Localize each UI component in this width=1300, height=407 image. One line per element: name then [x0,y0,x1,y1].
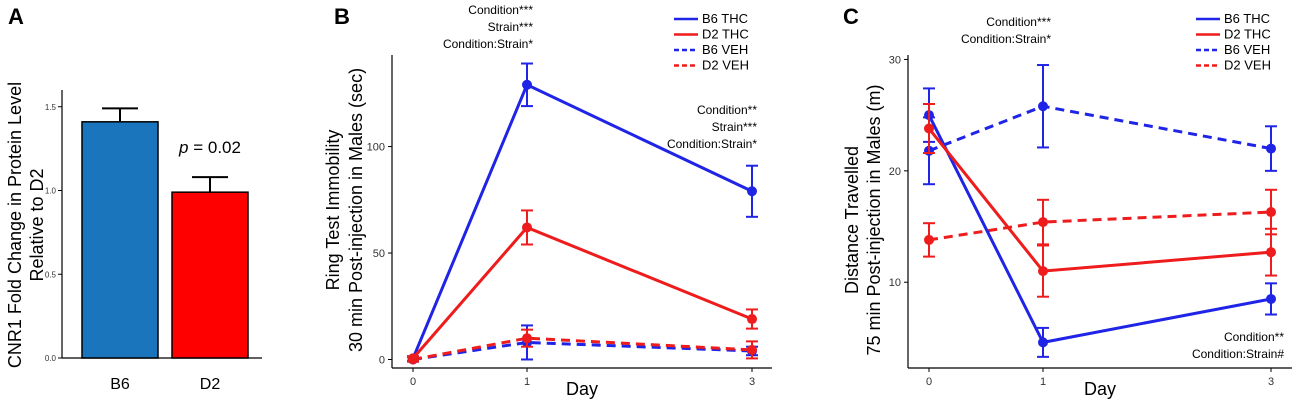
chart-b-stat-top: Condition*** [468,3,533,17]
chart-b-ytick-label: 50 [373,248,385,260]
chart-b-xtick-label: 3 [749,376,755,388]
chart-c-stat-top: Condition*** [986,15,1051,29]
chart-b-point-d2-veh [522,333,532,344]
chart-c-legend-label-b6-thc: B6 THC [1224,11,1270,26]
chart-b-legend-label-d2-thc: D2 THC [702,27,749,42]
chart-c-legend-label-d2-veh: D2 VEH [1224,58,1271,73]
chart-b-xlabel: Day [566,379,598,399]
chart-a-category-label: B6 [110,376,130,393]
chart-a-bar-b6 [81,121,159,359]
chart-b-xtick-label: 1 [524,376,530,388]
chart-b-point-d2-thc [747,314,757,325]
chart-b-legend-label-b6-thc: B6 THC [702,11,748,26]
chart-b-stat-right: Condition** [697,103,757,117]
chart-b-xtick-label: 0 [410,376,416,388]
chart-b-stat-right: Condition:Strain* [667,137,757,151]
chart-c-point-d2-thc [1038,266,1048,277]
chart-c-ytick-label: 20 [889,166,901,178]
chart-b-stat-top: Strain*** [488,20,534,34]
chart-a-ytick-label: 0.5 [45,270,57,279]
chart-c-point-b6-veh [1266,143,1276,154]
chart-b-point-b6-thc [522,79,532,90]
chart-b-point-b6-thc [747,186,757,197]
chart-c-ytick-label: 30 [889,54,901,66]
chart-b-ylabel-line2: 30 min Post-injection in Males (sec) [346,68,366,352]
chart-c-point-b6-thc [1038,337,1048,348]
chart-c-stat-bottom: Condition:Strain# [1192,347,1284,361]
chart-c-ytick-label: 10 [889,277,901,289]
chart-b: Ring Test Immobility 30 min Post-injecti… [323,3,772,399]
chart-b-line-d2-thc [411,225,753,360]
chart-a: CNR1 Fold Change in Protein Level Relati… [5,82,262,393]
chart-a-pvalue: p = 0.02 [178,138,241,157]
chart-c-xlabel: Day [1084,379,1116,399]
chart-c-ylabel-line1: Distance Travelled [842,146,862,294]
chart-c-legend-label-d2-thc: D2 THC [1224,27,1271,42]
chart-c-line-d2-veh [928,210,1272,242]
chart-c-xtick-label: 3 [1268,376,1274,388]
chart-c-point-d2-thc [1266,247,1276,258]
chart-c-xtick-label: 0 [926,376,932,388]
chart-c-xtick-label: 1 [1040,376,1046,388]
chart-c-line-b6-veh [928,104,1272,153]
chart-a-ytick-label: 1.0 [45,187,57,196]
chart-b-legend-label-b6-veh: B6 VEH [702,42,748,57]
chart-b-ytick-label: 100 [367,142,385,154]
chart-c-point-d2-veh [924,234,934,245]
chart-c-point-d2-veh [1266,207,1276,218]
chart-a-category-label: D2 [200,376,221,393]
chart-a-bar-d2 [171,191,249,359]
chart-c-point-b6-veh [1038,101,1048,112]
panel-label-a: A [8,4,24,29]
chart-c-point-b6-thc [1266,293,1276,304]
chart-c-ylabel-line2: 75 min Post-injection in Males (m) [864,84,884,355]
chart-b-ylabel-line1: Ring Test Immobility [323,130,343,291]
chart-c-line-d2-thc [927,127,1272,273]
chart-b-legend-label-d2-veh: D2 VEH [702,58,749,73]
chart-b-point-d2-thc [408,353,418,364]
chart-b-point-d2-thc [522,222,532,233]
chart-c-legend-label-b6-veh: B6 VEH [1224,42,1270,57]
chart-c-point-d2-thc [924,123,934,134]
chart-a-ytick-label: 0.0 [45,354,57,363]
chart-b-line-d2-veh [412,336,753,361]
chart-a-ytick-label: 1.5 [45,103,57,112]
chart-b-stat-top: Condition:Strain* [443,37,533,51]
chart-c: Distance Travelled 75 min Post-injection… [842,11,1292,399]
chart-b-stat-right: Strain*** [712,120,758,134]
chart-a-ylabel-line2: Relative to D2 [27,168,47,281]
chart-b-point-d2-veh [747,344,757,355]
chart-c-stat-bottom: Condition** [1224,330,1284,344]
panel-label-b: B [334,4,350,29]
chart-c-point-d2-veh [1038,217,1048,228]
chart-a-ylabel-line1: CNR1 Fold Change in Protein Level [5,82,25,368]
chart-b-line-b6-thc [411,82,753,359]
panel-label-c: C [843,4,859,29]
chart-b-ytick-label: 0 [379,354,385,366]
chart-c-stat-top: Condition:Strain* [961,32,1051,46]
chart-c-line-b6-thc [927,114,1272,345]
